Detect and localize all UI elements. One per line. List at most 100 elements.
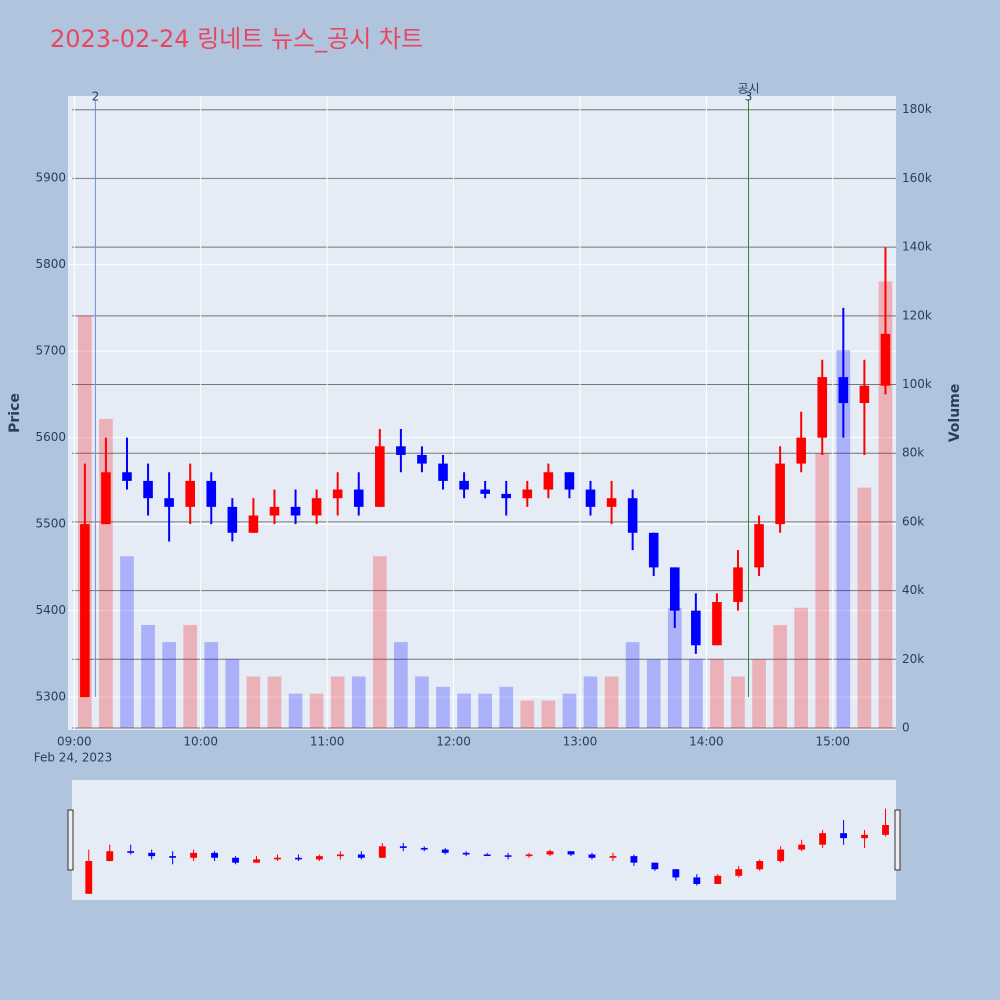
body (775, 463, 785, 525)
mini-body (357, 854, 365, 858)
volume-bar (309, 693, 324, 728)
y-tick-label: 5700 (35, 344, 66, 358)
mini-body (315, 856, 323, 860)
volume-bar (710, 659, 724, 728)
body (543, 472, 554, 490)
volume-bar (267, 676, 282, 728)
body (101, 472, 111, 525)
volume-bar (204, 642, 219, 728)
mini-body (798, 844, 806, 850)
volume-bar (646, 659, 661, 728)
volume-bar (162, 642, 176, 728)
volume-bar (541, 700, 556, 728)
mini-body (693, 877, 701, 884)
volume-bar (773, 624, 787, 728)
volume-bar (752, 659, 766, 728)
range-handle-right[interactable] (894, 809, 901, 871)
volume-bar (330, 676, 345, 728)
volume-bar (520, 700, 535, 728)
body (143, 480, 153, 499)
mini-body (651, 862, 659, 870)
y2-tick-label: 180k (902, 102, 932, 116)
body (122, 472, 132, 481)
volume-bar (394, 642, 408, 728)
volume-bar (878, 281, 893, 728)
mini-body (211, 852, 218, 858)
x-tick-label: 14:00 (689, 735, 724, 749)
body (164, 498, 174, 507)
volume-bar (562, 693, 577, 728)
mini-body (462, 852, 470, 855)
y2-tick-label: 0 (902, 721, 910, 735)
range-handle-left[interactable] (67, 809, 74, 871)
body (248, 515, 259, 533)
y-tick-label: 5300 (35, 690, 66, 704)
body (669, 567, 680, 611)
mini-body (609, 856, 617, 858)
mini-body (714, 875, 722, 884)
volume-bar (351, 676, 366, 728)
mini-body (190, 852, 198, 858)
body (375, 446, 385, 507)
body (480, 489, 490, 494)
y2-tick-label: 20k (902, 652, 924, 666)
volume-bar (457, 693, 471, 728)
y2-tick-label: 140k (902, 240, 932, 254)
volume-bar (372, 556, 387, 728)
mini-body (106, 851, 114, 862)
y2-tick-label: 40k (902, 583, 924, 597)
mini-body (295, 857, 302, 860)
x-tick-label: 10:00 (183, 735, 218, 749)
mini-body (483, 854, 491, 856)
body (438, 463, 448, 481)
mini-body (819, 833, 827, 845)
volume-bar (667, 607, 682, 728)
volume-bar (583, 676, 598, 728)
mini-body (777, 849, 785, 862)
mini-body (253, 859, 260, 863)
mini-body (630, 856, 638, 863)
volume-bar (415, 676, 429, 728)
y-tick-label: 5500 (35, 517, 66, 531)
body (206, 480, 217, 507)
mini-body (274, 857, 281, 860)
body (185, 480, 195, 507)
y2-axis-title: Volume (947, 384, 963, 443)
mini-body (336, 854, 344, 857)
mini-body (735, 869, 743, 876)
mini-body (525, 854, 533, 857)
body (627, 498, 638, 533)
mini-body (127, 851, 135, 853)
body (648, 532, 659, 568)
mini-body (567, 851, 575, 855)
body (269, 506, 280, 516)
volume-bar (625, 642, 640, 728)
mini-body (85, 861, 93, 894)
mini-body (399, 846, 407, 848)
y-axis-title: Price (7, 393, 23, 433)
mini-body (169, 856, 177, 858)
x-tick-label: 09:00 (57, 735, 92, 749)
body (880, 333, 891, 386)
y-tick-label: 5600 (35, 430, 66, 444)
body (691, 610, 701, 646)
volume-bar (120, 556, 134, 728)
mini-body (232, 857, 239, 863)
body (796, 437, 806, 464)
annotation-label: 2 (92, 90, 100, 104)
body (290, 506, 301, 516)
body (859, 385, 870, 404)
x-date-label: Feb 24, 2023 (34, 751, 113, 765)
mini-body (588, 854, 596, 858)
x-tick-label: 15:00 (815, 735, 850, 749)
volume-bar (183, 624, 198, 728)
body (311, 498, 322, 516)
rangeslider[interactable] (72, 780, 896, 900)
mini-body (378, 846, 386, 858)
annotation-text: 공시 (737, 82, 759, 96)
mini-body (441, 849, 449, 853)
volume-bar (836, 350, 851, 728)
mini-body (882, 825, 889, 835)
body (817, 377, 828, 438)
